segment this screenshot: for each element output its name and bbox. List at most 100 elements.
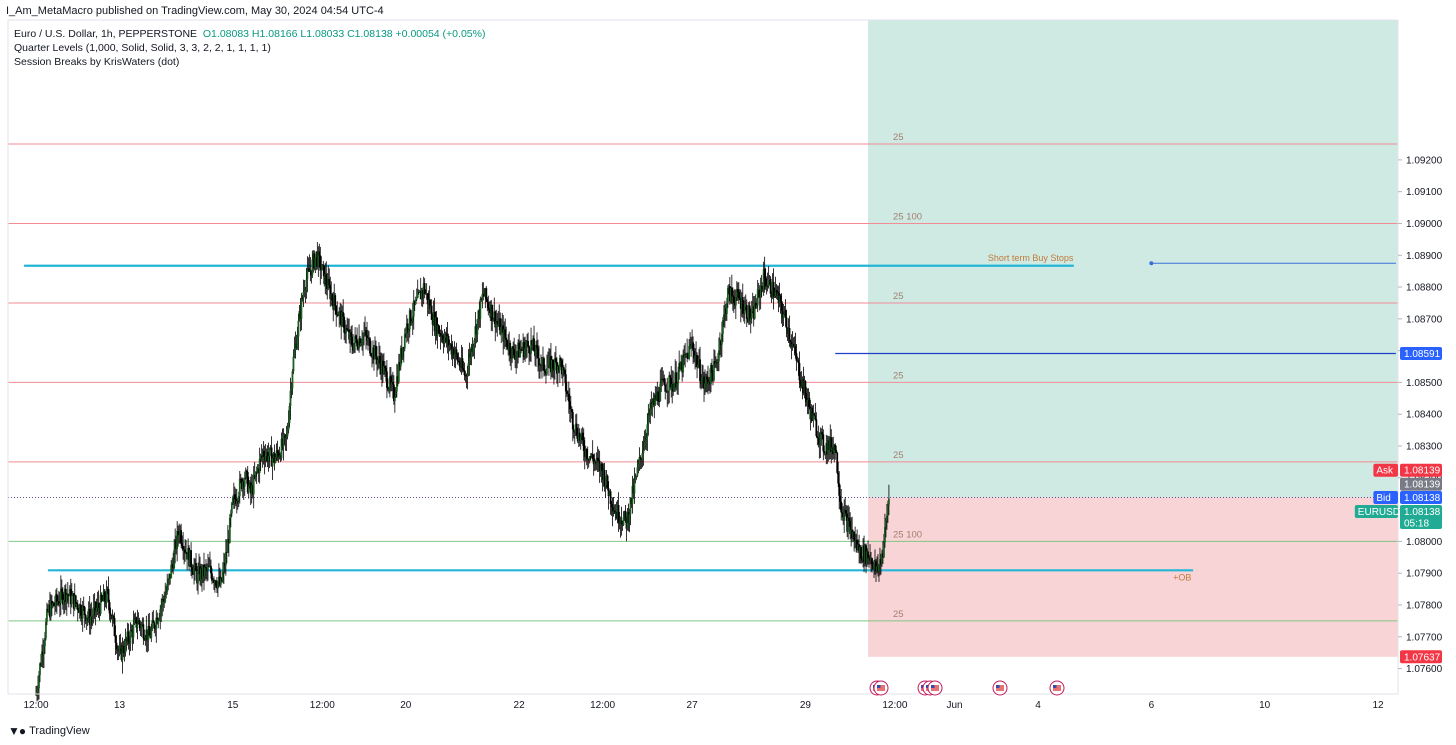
candle-body [508, 342, 511, 351]
candle-body [443, 337, 446, 344]
candle-body [572, 429, 575, 432]
candle-body [682, 354, 685, 373]
candle-body [720, 341, 722, 345]
candle-body [814, 415, 817, 420]
candle-body [561, 367, 564, 375]
candle-body [148, 626, 151, 636]
candle-body [43, 646, 45, 655]
candle-body [750, 311, 753, 318]
candle-body [825, 443, 828, 453]
candle-body [602, 470, 605, 480]
time-axis-label: 4 [1035, 700, 1041, 711]
candle-body [733, 302, 736, 306]
candle-body [313, 253, 316, 269]
candle-body [591, 453, 594, 460]
candle-body [366, 335, 368, 341]
candle-body [242, 481, 245, 487]
candle-body [223, 562, 226, 566]
price-axis-label: 1.08300 [1406, 442, 1443, 453]
candle-body [249, 482, 252, 494]
candle-body [552, 359, 554, 369]
candle-body [176, 531, 179, 549]
candle-body [61, 591, 64, 605]
candle-body [844, 509, 847, 511]
candle-body [586, 458, 589, 460]
candle-body [535, 345, 537, 357]
candle-body [770, 293, 773, 298]
candle-body [524, 347, 526, 357]
candle-body [197, 570, 199, 584]
candle-body [542, 358, 544, 360]
candle-body [274, 457, 277, 463]
candle-body [492, 319, 495, 321]
candle-body [486, 299, 489, 303]
candle-body [476, 319, 479, 335]
plot-frame [7, 19, 1399, 695]
candle-body [819, 432, 822, 445]
legend-indicator-session-breaks[interactable]: Session Breaks by KrisWaters (dot) [14, 56, 180, 68]
candle-body [338, 311, 341, 317]
candle-body [106, 588, 109, 590]
candle-body [123, 652, 126, 654]
candle-body [426, 293, 429, 305]
candle-body [735, 289, 738, 298]
candle-body [117, 648, 120, 651]
candle-body [102, 591, 105, 602]
candle-body [886, 515, 888, 521]
candle-body [254, 471, 257, 477]
price-badge [1400, 505, 1442, 530]
candle-body [833, 444, 836, 455]
candle-body [111, 616, 114, 619]
candle-body [358, 338, 360, 349]
candle-body [496, 321, 499, 323]
candle-body [531, 340, 533, 345]
candle-body [649, 402, 652, 416]
candle-body [768, 278, 771, 280]
candle-body [70, 595, 73, 605]
chart-legend: Euro / U.S. Dollar, 1h, PEPPERSTONE O1.0… [14, 27, 485, 69]
candle-body [562, 367, 565, 370]
footer-logo-text[interactable]: TradingView [29, 725, 90, 737]
candle-body [806, 400, 809, 403]
tradingview-logo-icon[interactable]: ▼● [8, 724, 26, 738]
candle-body [452, 348, 455, 358]
candle-body [837, 472, 840, 484]
price-badge-tag-label: EURUSD [1358, 507, 1400, 518]
legend-indicator-quarter-levels[interactable]: Quarter Levels (1,000, Solid, Solid, 3, … [14, 42, 271, 54]
candle-body [461, 358, 464, 369]
candle-body [766, 285, 769, 287]
candle-body [199, 566, 201, 581]
candle-body [264, 455, 267, 462]
candle-body [280, 438, 283, 459]
candle-body [320, 269, 323, 271]
candle-body [741, 297, 744, 315]
candle-body [302, 292, 305, 299]
candle-body [653, 398, 656, 405]
candle-body [283, 434, 286, 436]
candle-body [202, 564, 204, 579]
legend-symbol-row[interactable]: Euro / U.S. Dollar, 1h, PEPPERSTONE O1.0… [14, 27, 485, 41]
us-flag-canton-icon [996, 685, 1000, 688]
candle-body [216, 585, 218, 589]
candle-body [626, 512, 629, 529]
candle-body [55, 594, 58, 602]
candle-body [809, 406, 812, 420]
candle-body [400, 348, 403, 358]
candle-body [367, 337, 369, 341]
candle-body [49, 605, 51, 618]
candle-body [646, 424, 649, 438]
time-axis-label: 12:00 [882, 700, 907, 711]
candle-body [611, 507, 614, 512]
candle-body [701, 378, 703, 384]
candle-body [124, 638, 127, 653]
candle-body [804, 381, 807, 394]
candle-body [614, 511, 617, 514]
candle-body [640, 458, 643, 460]
candle-body [525, 345, 527, 348]
candle-body [711, 364, 713, 373]
candle-body [639, 457, 642, 459]
candle-body [595, 457, 598, 463]
candle-body [683, 354, 686, 358]
candle-body [103, 591, 106, 602]
